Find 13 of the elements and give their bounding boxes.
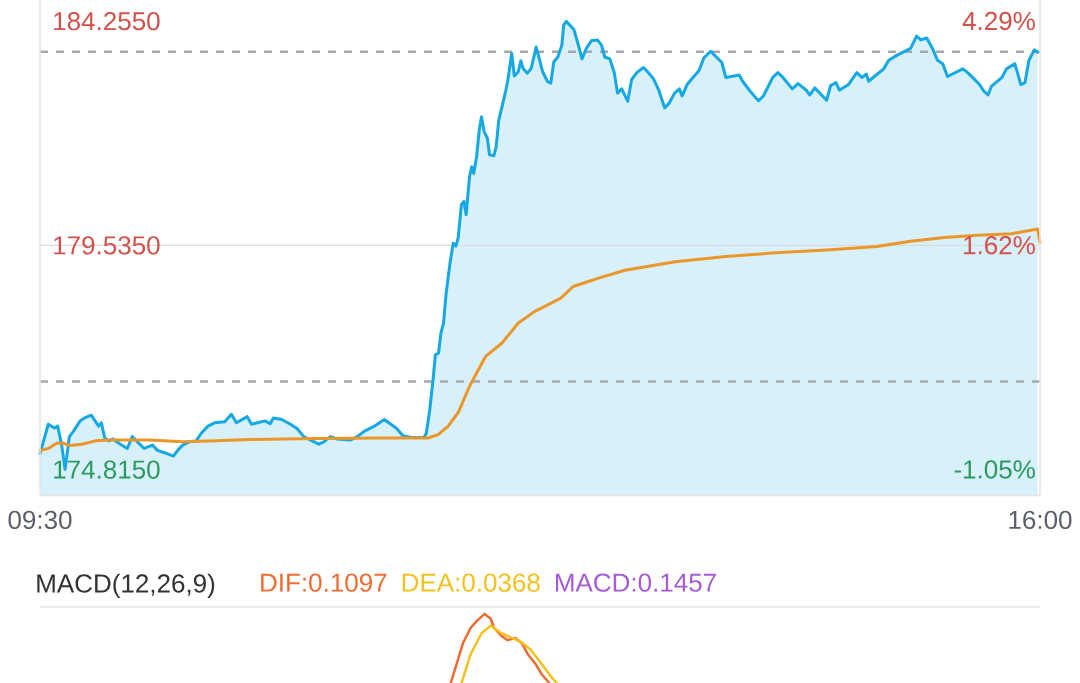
- y-tick-label: 174.8150: [54, 460, 160, 479]
- x-tick-label: 16:00: [1009, 510, 1072, 530]
- x-tick-label: 09:30: [8, 510, 72, 530]
- y2-tick-label: 1.62%: [964, 236, 1035, 255]
- chart-title: MACD(12,26,9): [37, 573, 215, 598]
- line-series: [38, 227, 1042, 452]
- y-tick-label: 179.5350: [54, 236, 160, 255]
- y-tick-label: 184.2550: [54, 11, 160, 31]
- series-label: DEA:0.0368: [402, 573, 540, 592]
- legend-label: MACD:0.1457: [555, 573, 716, 592]
- y2-tick-label: -1.05%: [954, 460, 1035, 479]
- y2-tick-label: 4.29%: [962, 11, 1035, 31]
- text: DIF:0.1097: [261, 573, 387, 592]
